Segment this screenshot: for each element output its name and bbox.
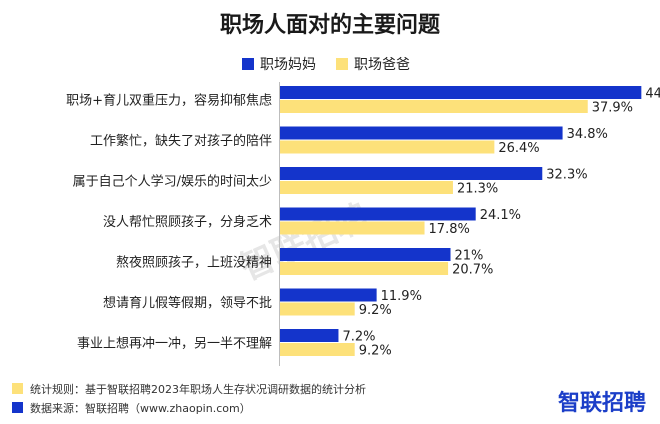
value-label-mom: 34.8% [567, 127, 608, 142]
bar-dad [280, 100, 588, 113]
value-label-mom: 32.3% [546, 168, 587, 183]
footer-rule-swatch [12, 383, 23, 394]
bars-group: 职场+育儿双重压力，容易抑郁焦虑 44.5% 37.9% 工作繁忙，缺失了对孩子的陪伴… [66, 86, 660, 359]
bar-mom [280, 86, 642, 99]
bar-dad [280, 302, 355, 316]
value-label-dad: 17.8% [429, 222, 470, 237]
bar-mom [280, 126, 563, 140]
category-label: 属于自己个人学习/娱乐的时间太少 [73, 174, 272, 190]
legend-label-dad: 职场爸爸 [354, 57, 410, 73]
bar-mom [280, 288, 377, 302]
category-label: 想请育儿假等假期，领导不批 [103, 295, 272, 311]
value-label-mom: 24.1% [480, 208, 521, 223]
category-label: 职场+育儿双重压力，容易抑郁焦虑 [66, 93, 272, 109]
category-label: 事业上想再冲一冲，另一半不理解 [77, 336, 272, 352]
category-label: 没人帮忙照顾孩子，分身乏术 [103, 214, 272, 230]
bar-dad [280, 343, 355, 356]
bar-dad [280, 221, 425, 235]
footer-source-text: 数据来源：智联招聘（www.zhaopin.com） [30, 401, 251, 415]
brand-logo: 智联招聘 [558, 390, 646, 416]
bar-dad [280, 181, 453, 194]
value-label-mom: 21% [455, 249, 484, 264]
legend-swatch-dad [336, 58, 348, 70]
footer: 统计规则：基于智联招聘2023年职场人生存状况调研数据的统计分析 数据来源：智联… [12, 382, 646, 416]
category-label: 工作繁忙，缺失了对孩子的陪伴 [90, 133, 272, 149]
legend: 职场妈妈 职场爸爸 [242, 57, 410, 73]
footer-rule-text: 统计规则：基于智联招聘2023年职场人生存状况调研数据的统计分析 [30, 382, 366, 396]
value-label-dad: 20.7% [452, 263, 493, 278]
value-label-dad: 9.2% [359, 344, 392, 359]
value-label-mom: 11.9% [381, 289, 422, 304]
chart-title: 职场人面对的主要问题 [220, 12, 441, 38]
bar-mom [280, 248, 451, 261]
value-label-dad: 26.4% [498, 141, 539, 156]
bar-mom [280, 207, 476, 221]
footer-source-swatch [12, 402, 23, 413]
legend-swatch-mom [242, 58, 254, 70]
category-label: 熬夜照顾孩子，上班没精神 [116, 255, 272, 271]
legend-label-mom: 职场妈妈 [260, 57, 316, 73]
value-label-dad: 9.2% [359, 303, 392, 318]
value-label-mom: 7.2% [342, 330, 375, 345]
bar-mom [280, 329, 339, 342]
bar-dad [280, 140, 495, 154]
value-label-mom: 44.5% [645, 87, 660, 102]
bar-mom [280, 167, 543, 180]
bar-dad [280, 262, 449, 275]
value-label-dad: 21.3% [457, 182, 498, 197]
value-label-dad: 37.9% [592, 101, 633, 116]
